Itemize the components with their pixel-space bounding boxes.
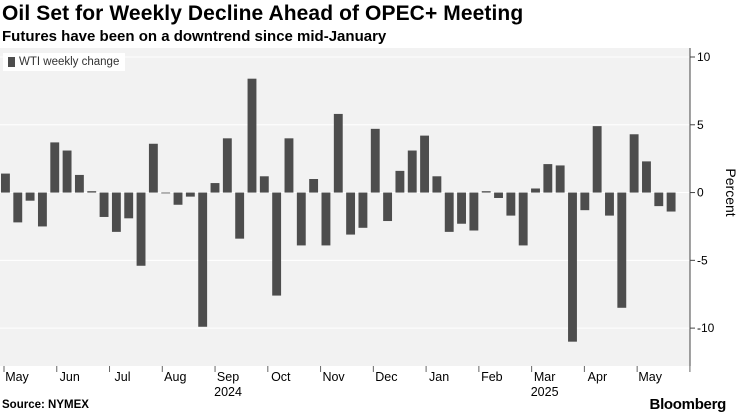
bar: [50, 142, 60, 193]
bar: [383, 192, 393, 222]
x-year-label: 2024: [214, 385, 242, 399]
bar: [568, 192, 577, 342]
bar: [37, 192, 47, 227]
bar: [284, 138, 294, 193]
bar: [25, 192, 35, 201]
bar: [62, 150, 72, 193]
bar: [654, 192, 664, 207]
bar: [358, 192, 368, 228]
y-tick-label: -5: [697, 253, 708, 267]
bar: [506, 192, 516, 216]
x-tick-label: Apr: [588, 370, 607, 384]
x-tick-label: Feb: [481, 370, 503, 384]
bar: [629, 134, 639, 193]
legend-label: WTI weekly change: [19, 56, 120, 68]
bar: [296, 192, 306, 246]
y-tick-label: 5: [697, 118, 704, 132]
y-tick-label: 0: [697, 186, 704, 200]
bar: [580, 192, 590, 211]
bar: [185, 192, 195, 197]
legend-swatch: [8, 57, 15, 67]
bar: [592, 126, 602, 193]
x-tick-label: Oct: [271, 370, 291, 384]
bar: [346, 192, 356, 235]
bar: [666, 192, 676, 212]
bar: [457, 192, 466, 224]
x-year-label: 2025: [531, 385, 559, 399]
bar: [469, 192, 479, 231]
bar: [222, 138, 232, 193]
x-tick-label: Dec: [375, 370, 397, 384]
bar: [161, 192, 171, 194]
bar: [605, 192, 614, 216]
y-tick-label: 10: [697, 50, 711, 64]
bar: [124, 192, 134, 219]
bar: [173, 192, 183, 205]
bar: [543, 164, 553, 193]
bar: [148, 143, 158, 193]
bar: [333, 113, 343, 193]
x-tick-label: Nov: [322, 370, 345, 384]
x-tick-label: Jan: [429, 370, 449, 384]
bar: [87, 191, 97, 193]
bar: [210, 183, 220, 193]
bar: [321, 192, 331, 246]
x-tick-label: Jun: [60, 370, 80, 384]
x-tick-label: Mar: [534, 370, 556, 384]
x-tick-label: May: [5, 370, 29, 384]
bar: [235, 192, 245, 239]
legend: WTI weekly change: [3, 53, 126, 71]
x-tick-label: May: [638, 370, 662, 384]
bar: [555, 165, 565, 193]
x-tick-label: Jul: [115, 370, 131, 384]
chart-title: Oil Set for Weekly Decline Ahead of OPEC…: [2, 2, 524, 25]
bar: [481, 191, 491, 193]
bar: [407, 150, 417, 193]
bar: [99, 192, 109, 217]
bar: [74, 174, 84, 193]
bar: [272, 192, 282, 296]
bar: [13, 192, 23, 223]
chart-subtitle: Futures have been on a downtrend since m…: [2, 28, 387, 45]
bar: [494, 192, 503, 198]
bar: [1, 173, 10, 193]
bar: [420, 135, 430, 193]
y-tick-label: -10: [697, 321, 715, 335]
bar: [370, 128, 380, 193]
bar: [531, 188, 540, 193]
bar: [136, 192, 146, 266]
bar: [642, 161, 651, 193]
y-axis-label: Percent: [723, 168, 739, 216]
bar: [198, 192, 208, 327]
bar: [259, 176, 269, 193]
bar: [111, 192, 121, 232]
bar: [395, 170, 405, 193]
bar: [309, 179, 319, 193]
bloomberg-logo: Bloomberg: [649, 396, 727, 413]
bar: [518, 192, 528, 246]
bar: [444, 192, 454, 232]
x-tick-label: Sep: [217, 370, 239, 384]
bar: [617, 192, 627, 308]
source-note: Source: NYMEX: [2, 399, 89, 411]
bar: [432, 176, 442, 193]
x-tick-label: Aug: [164, 370, 186, 384]
bar: [247, 78, 257, 193]
